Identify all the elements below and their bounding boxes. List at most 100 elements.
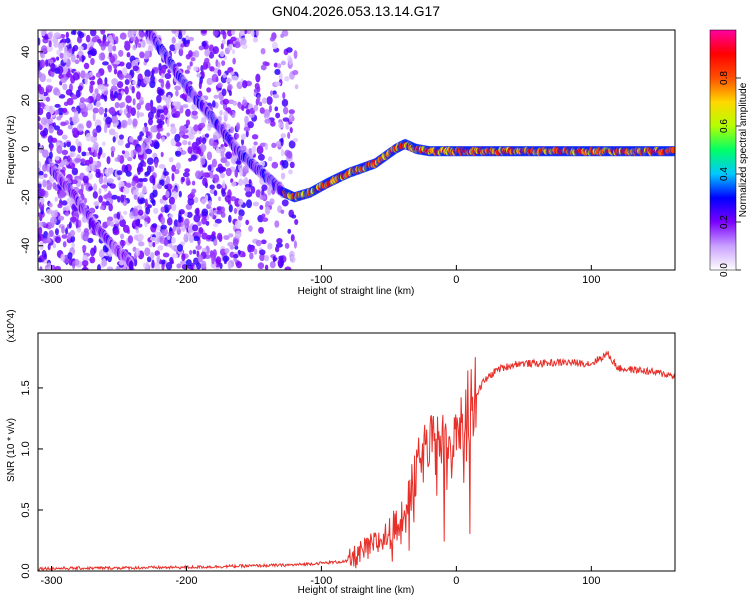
spectrogram-noise-cell (42, 164, 48, 172)
spectrogram-noise-cell (72, 118, 77, 125)
spectrogram-noise-cell (60, 121, 67, 126)
spectrogram-noise-cell (136, 91, 141, 100)
spectrogram-noise-cell (198, 45, 205, 51)
spectrogram-noise-cell (257, 262, 265, 270)
spectrogram-noise-cell (187, 141, 191, 146)
spectrogram-noise-cell (182, 134, 189, 139)
spectrogram-noise-cell (103, 41, 110, 47)
spectrogram-noise-cell (274, 81, 281, 87)
spectrogram-noise-cell (127, 156, 133, 162)
spectrogram-noise-cell (170, 203, 177, 212)
spectrogram-noise-cell (53, 32, 61, 38)
spectrogram-noise-cell (211, 158, 218, 168)
spectrogram-noise-cell (109, 106, 116, 116)
colorbar-label: Normalized spectral amplitude (738, 82, 749, 217)
spectrogram-noise-cell (193, 257, 199, 265)
spectrogram-noise-cell (156, 224, 161, 232)
spectrogram-noise-cell (222, 98, 230, 105)
spectrogram-noise-cell (210, 209, 214, 218)
spectrogram-noise-cell (171, 164, 176, 172)
spectrogram-noise-cell (211, 231, 216, 237)
spectrogram-noise-cell (117, 154, 121, 162)
spectrogram-cells (38, 30, 675, 270)
spectrogram-noise-cell (96, 264, 101, 270)
spectrogram-noise-cell (103, 94, 108, 102)
spectrogram-noise-cell (77, 85, 83, 91)
spectrogram-noise-cell (196, 73, 202, 78)
spectrogram-noise-cell (133, 194, 138, 200)
spectrogram-noise-cell (69, 117, 73, 122)
spectrogram-noise-cell (40, 45, 48, 54)
spectrogram-noise-cell (186, 39, 191, 44)
spectrogram-noise-cell (63, 51, 68, 60)
spectrogram-noise-cell (221, 39, 226, 45)
spectrogram-noise-cell (219, 50, 225, 58)
spectrogram-noise-cell (174, 110, 181, 118)
spectrogram-noise-cell (157, 89, 164, 96)
spectrogram-noise-cell (149, 175, 156, 184)
spectrogram-noise-cell (40, 30, 47, 37)
spectrogram-noise-cell (157, 245, 164, 251)
spectrogram-noise-cell (192, 224, 199, 232)
spectrogram-noise-cell (194, 208, 200, 216)
spectrogram-noise-cell (70, 30, 75, 35)
spectrogram-noise-cell (48, 151, 53, 160)
spectrogram-noise-cell (107, 64, 112, 73)
spectrogram-noise-cell (209, 184, 215, 190)
spectrogram-noise-cell (175, 90, 179, 97)
spectrogram-noise-cell (196, 147, 202, 155)
spectrogram-noise-cell (38, 257, 42, 263)
x-tick-label: -100 (310, 575, 332, 587)
spectrogram-noise-cell (70, 53, 76, 63)
spectrogram-noise-cell (54, 197, 58, 202)
spectrogram-noise-cell (280, 209, 285, 214)
spectrogram-noise-cell (100, 30, 106, 35)
spectrogram-noise-cell (223, 235, 230, 240)
spectrogram-noise-cell (53, 41, 59, 48)
spectrogram-noise-cell (87, 50, 94, 55)
spectrogram-noise-cell (159, 179, 163, 185)
spectrogram-noise-cell (270, 120, 276, 127)
y-tick-label: 1.0 (20, 441, 32, 456)
spectrogram-noise-cell (231, 75, 239, 81)
spectrogram-noise-cell (113, 60, 121, 65)
spectrogram-y-axis-label: Frequency (Hz) (6, 116, 17, 185)
spectrogram-noise-cell (254, 82, 260, 90)
x-tick-label: -200 (175, 274, 197, 286)
spectrogram-noise-cell (227, 83, 233, 91)
spectrogram-noise-cell (261, 97, 268, 104)
spectrogram-noise-cell (38, 170, 44, 176)
spectrogram-noise-cell (43, 35, 49, 40)
spectrogram-noise-cell (137, 167, 141, 176)
spectrogram-noise-cell (144, 217, 151, 222)
spectrogram-noise-cell (228, 233, 234, 238)
spectrogram-noise-cell (244, 186, 251, 192)
spectrogram-noise-cell (174, 226, 180, 231)
spectrogram-noise-cell (242, 80, 248, 89)
spectrogram-noise-cell (38, 183, 42, 189)
spectrogram-noise-cell (176, 263, 182, 269)
spectrogram-noise-cell (59, 189, 67, 198)
spectrogram-noise-cell (212, 249, 217, 258)
spectrogram-noise-cell (266, 96, 273, 105)
spectrogram-noise-cell (92, 128, 98, 138)
spectrogram-noise-cell (108, 128, 116, 136)
spectrogram-noise-cell (272, 90, 277, 96)
spectrogram-noise-cell (64, 211, 70, 217)
spectrogram-noise-cell (101, 141, 106, 147)
spectrogram-noise-cell (227, 241, 234, 247)
spectrogram-noise-cell (85, 132, 92, 142)
spectrogram-noise-cell (208, 44, 214, 52)
spectrogram-noise-cell (287, 131, 291, 139)
spectrogram-noise-cell (215, 146, 220, 154)
spectrogram-noise-cell (95, 171, 101, 179)
spectrogram-noise-cell (255, 73, 261, 83)
spectrogram-noise-cell (98, 249, 105, 258)
spectrogram-noise-cell (111, 115, 118, 124)
spectrogram-noise-cell (69, 145, 76, 153)
spectrogram-noise-cell (92, 183, 98, 192)
spectrogram-noise-cell (289, 161, 295, 169)
spectrogram-noise-cell (275, 112, 281, 119)
spectrogram-noise-cell (156, 254, 161, 263)
